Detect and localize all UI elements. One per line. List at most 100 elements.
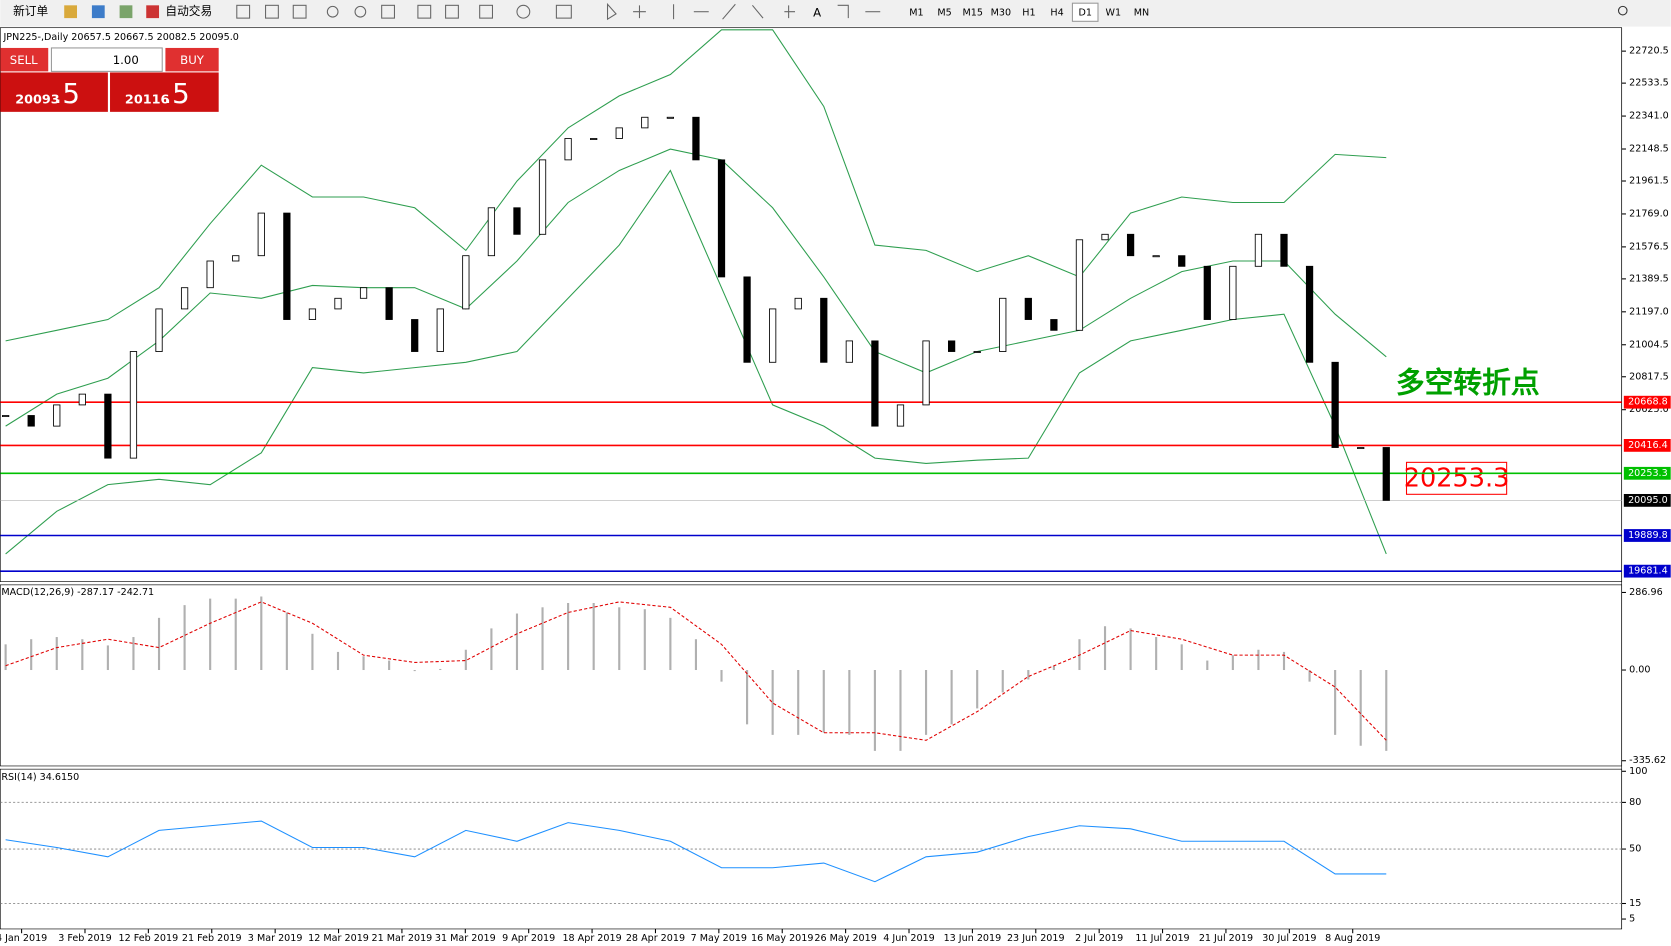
y-tick-label: 5 (1629, 914, 1635, 925)
level-tag (1623, 564, 1671, 578)
y-tick-label: 22533.5 (1629, 78, 1669, 89)
y-tick-label: 50 (1629, 844, 1641, 855)
candle-body (947, 340, 956, 352)
candle-body (1254, 233, 1263, 267)
new-order-button[interactable]: 新订单 (13, 4, 48, 18)
y-tick-label: 21389.5 (1629, 273, 1669, 284)
candle-body (411, 319, 419, 352)
candle-body (257, 212, 265, 257)
candle-body (590, 138, 598, 140)
y-tick-label: 22720.5 (1629, 46, 1669, 57)
timeframe-button[interactable]: M15 (962, 7, 982, 18)
candle-body (104, 393, 112, 459)
candle-body (513, 207, 521, 235)
x-tick-label: 4 Jan 2019 (0, 933, 47, 944)
candle-body (1229, 265, 1237, 320)
timeframe-button[interactable]: H1 (1022, 7, 1035, 18)
candle-body (922, 340, 930, 406)
candle-body (1305, 265, 1314, 363)
y-tick-label: 100 (1629, 766, 1647, 777)
sell-label[interactable]: SELL (10, 53, 38, 67)
candle-body (1382, 447, 1390, 501)
candle-body (1152, 255, 1160, 258)
macd-signal (5, 601, 1387, 741)
candle-body (487, 207, 496, 257)
main-frame (0, 27, 1623, 582)
bid-main[interactable]: 20093 (15, 93, 59, 108)
timeframe-button[interactable]: M5 (937, 7, 951, 18)
bollinger-upper (5, 29, 1387, 342)
candle-body (794, 297, 802, 310)
buy-label[interactable]: BUY (180, 53, 205, 67)
candle-body (845, 340, 853, 363)
x-tick-label: 12 Mar 2019 (308, 933, 369, 944)
candle-body (871, 340, 879, 427)
candle-body (666, 116, 674, 119)
timeframe-button[interactable]: H4 (1050, 7, 1063, 18)
candle-body (717, 159, 726, 278)
lot-value[interactable]: 1.00 (113, 53, 139, 67)
candle-body (538, 159, 547, 235)
lot-input[interactable] (50, 47, 163, 72)
bid-frac[interactable]: .5 (54, 77, 80, 110)
y-tick-label: 21004.5 (1629, 339, 1669, 350)
candle-body (1280, 233, 1288, 267)
y-tick-label: 22341.0 (1629, 111, 1669, 122)
candle-body (1126, 233, 1135, 257)
candle-body (692, 116, 700, 161)
toolbar-icon[interactable] (64, 5, 77, 19)
candle-body (180, 287, 189, 310)
x-tick-label: 21 Jul 2019 (1199, 933, 1253, 944)
y-tick-label: 21576.5 (1629, 241, 1669, 252)
level-tag-label: 20416.4 (1628, 440, 1668, 451)
timeframe-button[interactable]: M30 (991, 7, 1011, 18)
trade-panel: SELL 1.00 BUY 20093 .5 20116 .5 (0, 47, 219, 112)
candle-body (1203, 265, 1211, 320)
sell-button[interactable] (0, 47, 49, 72)
y-tick-label: 15 (1629, 898, 1641, 909)
toolbar-icon[interactable] (91, 5, 105, 19)
x-tick-label: 11 Jul 2019 (1135, 933, 1189, 944)
x-tick-label: 3 Mar 2019 (248, 933, 303, 944)
timeframe-button[interactable]: MN (1134, 7, 1149, 18)
timeframe-button[interactable]: W1 (1106, 7, 1122, 18)
timeframe-button[interactable]: M1 (909, 7, 923, 18)
ask-main[interactable]: 20116 (125, 93, 170, 108)
candle-body (53, 404, 61, 427)
buy-button[interactable] (165, 47, 219, 72)
x-tick-label: 30 Jul 2019 (1262, 933, 1316, 944)
candle-body (999, 297, 1007, 352)
rsi-line (5, 820, 1387, 883)
candle-body (359, 287, 368, 299)
ask-box[interactable] (110, 72, 219, 112)
toolbar-icon[interactable] (119, 5, 133, 19)
timeframe-button[interactable]: D1 (1078, 7, 1091, 18)
candle-body (896, 404, 905, 427)
ask-frac[interactable]: .5 (163, 77, 189, 110)
x-tick-label: 3 Feb 2019 (58, 933, 112, 944)
price-box-text: 20253.3 (1404, 463, 1510, 493)
candle-body (27, 415, 35, 427)
x-tick-label: 28 Apr 2019 (626, 933, 685, 944)
candle-body (308, 308, 317, 320)
x-tick-label: 21 Feb 2019 (182, 933, 242, 944)
rsi-label: RSI(14) 34.6150 (1, 772, 79, 783)
candle-body (462, 255, 470, 310)
toolbar (0, 0, 1671, 27)
x-tick-label: 2 Jul 2019 (1075, 933, 1123, 944)
search-icon[interactable] (1617, 5, 1628, 16)
bid-box[interactable] (0, 72, 108, 112)
candle-body (973, 351, 981, 354)
chart-header: JPN225-,Daily 20657.5 20667.5 20082.5 20… (2, 32, 238, 43)
candle-body (1357, 447, 1365, 450)
x-tick-label: 23 Jun 2019 (1007, 933, 1065, 944)
candle-body (334, 297, 342, 310)
toolbar-icon[interactable] (146, 5, 160, 19)
candle-body (1050, 319, 1058, 331)
candle-body (385, 287, 393, 320)
auto-trading-button[interactable]: 自动交易 (165, 4, 212, 18)
timeframes: M1 M5 M15 M30 H1 H4 D1 W1 MN (909, 2, 1149, 22)
level-tag (1623, 493, 1671, 507)
text-tool[interactable]: A (813, 5, 821, 19)
